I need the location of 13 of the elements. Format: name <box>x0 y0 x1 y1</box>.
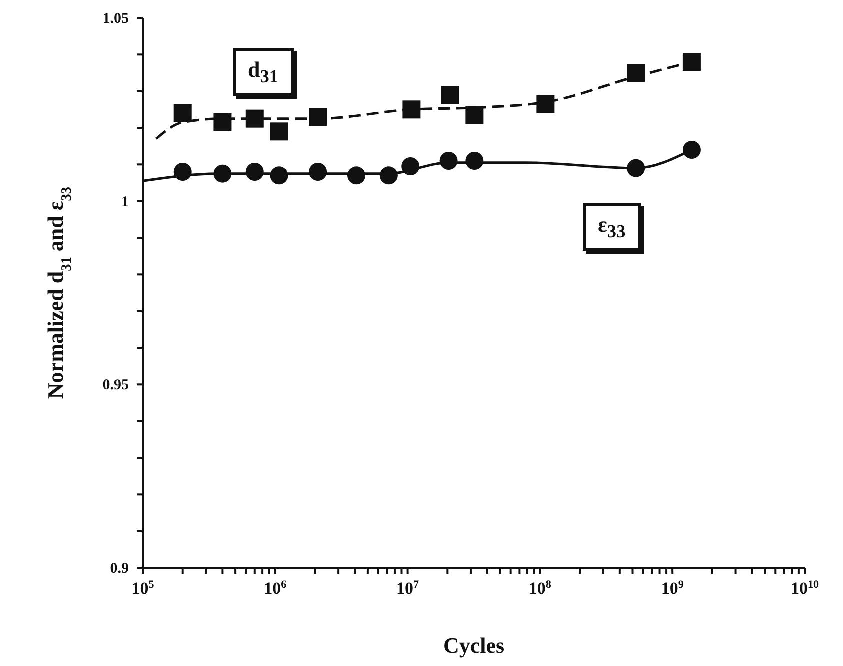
x-tick-label: 10$^{5}$ <box>132 579 155 598</box>
x-tick-label: 10$^{7}$ <box>396 579 420 598</box>
y-tick-label: 0.95 <box>102 378 129 394</box>
y-tick-label: 1 <box>122 194 129 210</box>
y-tick-label: 0.9 <box>110 561 129 577</box>
y-tick-label: 1.05 <box>102 11 129 27</box>
x-tick-label: 10$^{9}$ <box>661 579 684 598</box>
x-axis-title: Cycles <box>443 633 505 658</box>
series-label: ε$_{33}$ <box>583 203 641 252</box>
x-tick-label: 10$^{6}$ <box>264 579 288 598</box>
x-tick-label: 10$^{8}$ <box>528 579 552 598</box>
series-label: d$_{31}$ <box>233 48 294 96</box>
x-tick-label: 10$^{10}$ <box>790 579 820 598</box>
